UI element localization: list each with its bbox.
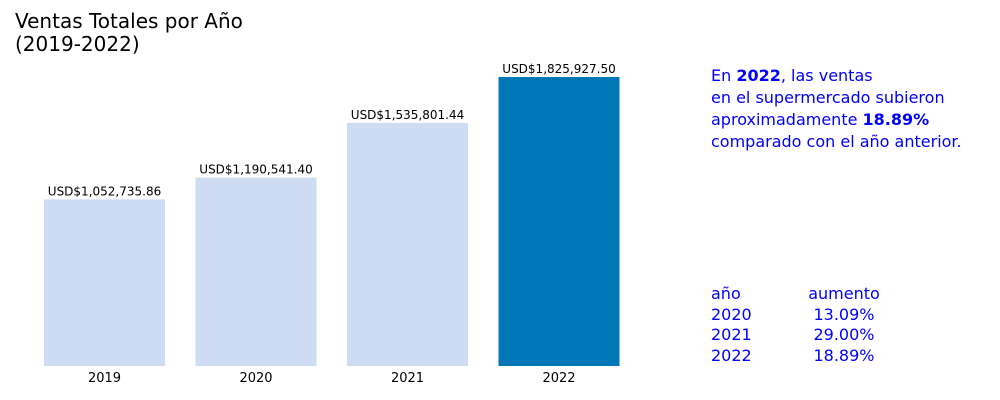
x-tick-label: 2019 [88, 371, 121, 386]
growth-row-increase: 13.09% [813, 304, 875, 324]
growth-header-increase: aumento [808, 284, 880, 303]
growth-table: año aumento 2020 13.09% 2021 29.00% 2022… [711, 284, 883, 366]
annotation-line2: en el supermercado subieron [711, 88, 945, 107]
bar-2021 [347, 122, 468, 366]
annotation-line3-prefix: aproximadamente [711, 110, 863, 129]
annotation-text: En 2022, las ventas en el supermercado s… [711, 65, 962, 153]
growth-table-row: 2020 13.09% [711, 305, 883, 326]
chart-title: Ventas Totales por Año (2019-2022) [15, 9, 243, 56]
bar-2020 [195, 177, 317, 366]
bar-value-label: USD$1,052,735.86 [48, 184, 161, 198]
bar-2019 [44, 199, 165, 366]
bar-value-label: USD$1,535,801.44 [351, 108, 464, 122]
annotation-pct: 18.89% [862, 110, 930, 129]
x-tick-label: 2021 [391, 371, 424, 386]
annotation-line1-rest: , las ventas [780, 66, 873, 85]
growth-row-increase: 18.89% [813, 345, 875, 365]
growth-header-year: año [711, 284, 741, 303]
growth-table-header: año aumento [711, 284, 883, 305]
x-tick-label: 2022 [542, 371, 575, 386]
bar-value-label: USD$1,190,541.40 [199, 163, 312, 177]
annotation-year: 2022 [736, 66, 781, 85]
annotation-prefix: En [711, 66, 737, 85]
annotation-line4: comparado con el año anterior. [711, 132, 962, 151]
x-tick-label: 2020 [239, 371, 272, 386]
growth-row-year: 2022 [711, 345, 752, 365]
growth-table-row: 2022 18.89% [711, 346, 883, 367]
bar-value-label: USD$1,825,927.50 [502, 62, 615, 76]
growth-row-increase: 29.00% [813, 325, 875, 344]
bar-2022 [498, 77, 620, 366]
growth-table-row: 2021 29.00% [711, 325, 883, 346]
growth-row-year: 2020 [711, 304, 752, 324]
growth-row-year: 2021 [711, 325, 752, 344]
